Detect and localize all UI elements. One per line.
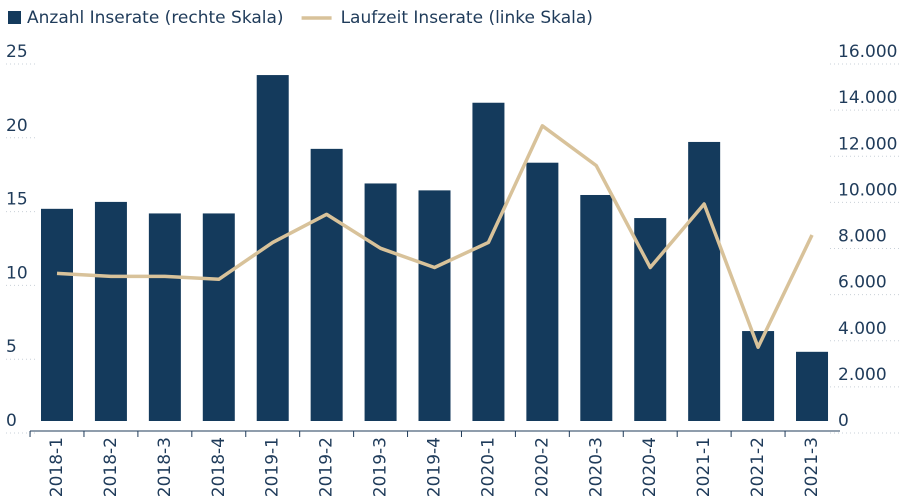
bar — [526, 162, 559, 421]
x-tick-label: 2020-2 — [532, 437, 552, 497]
y2-tick-label: 2.000 — [838, 365, 887, 385]
x-tick-label: 2018-2 — [101, 437, 121, 497]
bar — [41, 208, 73, 421]
bar — [148, 213, 181, 421]
legend-label: Anzahl Inserate (rechte Skala) — [27, 8, 284, 28]
y-tick-label: 5 — [6, 337, 17, 357]
y2-tick-label: 4.000 — [838, 319, 887, 339]
x-tick-label: 2020-3 — [586, 437, 606, 497]
line — [56, 124, 814, 349]
x-tick-label: 2021-3 — [802, 437, 822, 497]
y2-tick-label: 10.000 — [838, 180, 897, 200]
bar — [472, 102, 505, 422]
y-tick-label: 25 — [6, 42, 28, 62]
x-tick-label: 2021-1 — [694, 437, 714, 497]
x-tick-label: 2019-4 — [425, 437, 445, 497]
y-tick-label: 20 — [6, 116, 28, 136]
y2-tick-label: 12.000 — [838, 134, 897, 154]
y-tick-label: 0 — [6, 411, 17, 431]
x-tick-label: 2019-3 — [371, 437, 391, 497]
x-tick-label: 2019-1 — [263, 437, 283, 497]
y2-tick-label: 8.000 — [838, 227, 887, 247]
y2-tick-label: 6.000 — [838, 273, 887, 293]
y-tick-label: 15 — [6, 190, 28, 210]
legend-label: Laufzeit Inserate (linke Skala) — [341, 8, 593, 28]
bar — [580, 194, 613, 421]
x-tick-label: 2021-2 — [748, 437, 768, 497]
bar — [688, 141, 721, 421]
x-tick-label: 2020-4 — [640, 437, 660, 497]
x-tick-label: 2018-3 — [155, 437, 175, 497]
bar — [418, 190, 451, 421]
x-tick-label: 2019-2 — [317, 437, 337, 497]
x-tick-label: 2020-1 — [478, 437, 498, 497]
bar — [310, 148, 343, 422]
bar — [94, 201, 127, 421]
y2-tick-label: 0 — [838, 411, 849, 431]
x-tick-label: 2018-1 — [47, 437, 67, 497]
y-tick-label: 10 — [6, 263, 28, 283]
legend-swatch — [8, 11, 21, 24]
bar — [202, 213, 235, 421]
y2-tick-label: 14.000 — [838, 88, 897, 108]
bar — [364, 183, 397, 421]
bar — [796, 351, 829, 421]
bar — [634, 218, 667, 421]
y2-tick-label: 16.000 — [838, 42, 897, 62]
x-tick-label: 2018-4 — [209, 437, 229, 497]
